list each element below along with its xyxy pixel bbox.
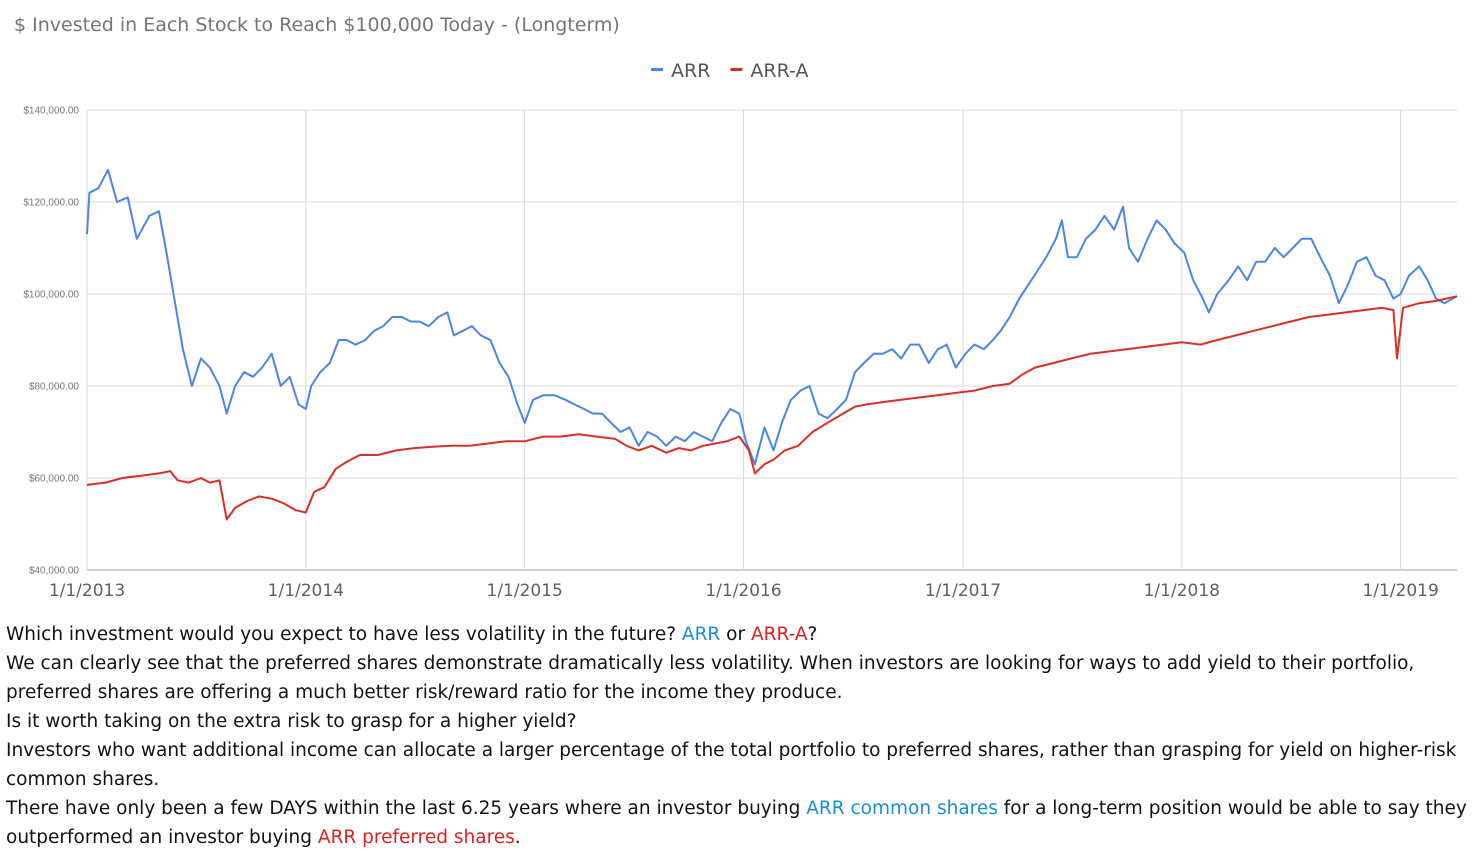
y-tick-label: $40,000.00 [29,566,79,577]
arr-preferred-mention: ARR preferred shares [317,827,515,848]
x-tick-label: 1/1/2017 [925,581,1001,601]
x-axis: 1/1/2013 1/1/2014 1/1/2015 1/1/2016 1/1/2017… [49,581,1439,601]
legend-label-arr: ARR [671,60,710,82]
x-tick-label: 1/1/2014 [268,581,344,601]
chart-grid [86,109,1457,571]
arr-mention: ARR [681,624,721,645]
y-tick-label: $120,000.00 [23,198,79,209]
y-axis: $140,000.00 $120,000.00 $100,000.00 $80,000… [23,106,79,577]
note-line-4: Investors who want additional income can… [6,740,1457,790]
x-tick-label: 1/1/2019 [1362,581,1438,601]
series-line-arr [86,168,1458,466]
series-lines [86,168,1458,521]
legend: ARR ARR-A [651,60,808,82]
y-tick-label: $60,000.00 [29,474,79,485]
note-line-1: Which investment would you expect to hav… [6,624,818,645]
arr-a-mention: ARR-A [750,624,808,645]
legend-label-arr-a: ARR-A [750,60,808,82]
y-tick-label: $100,000.00 [23,290,79,301]
legend-swatch-arr-a [730,68,743,71]
y-tick-label: $80,000.00 [29,382,79,393]
chart-svg: ARR ARR-A $140,000.00 $120,000.00 $100,000.… [23,60,1458,601]
chart-title: $ Invested in Each Stock to Reach $100,0… [14,14,620,36]
arr-common-mention: ARR common shares [806,798,998,819]
series-line-arr-a [86,295,1458,521]
legend-swatch-arr [651,68,663,71]
commentary: Which investment would you expect to hav… [6,620,1468,852]
x-tick-label: 1/1/2016 [705,581,781,601]
note-line-2: We can clearly see that the preferred sh… [6,653,1415,703]
y-tick-label: $140,000.00 [23,106,79,117]
note-line-3: Is it worth taking on the extra risk to … [6,711,577,732]
x-tick-label: 1/1/2015 [487,581,563,601]
x-tick-label: 1/1/2018 [1144,581,1220,601]
note-line-5: There have only been a few DAYS within t… [6,798,1467,848]
x-tick-label: 1/1/2013 [49,581,125,601]
